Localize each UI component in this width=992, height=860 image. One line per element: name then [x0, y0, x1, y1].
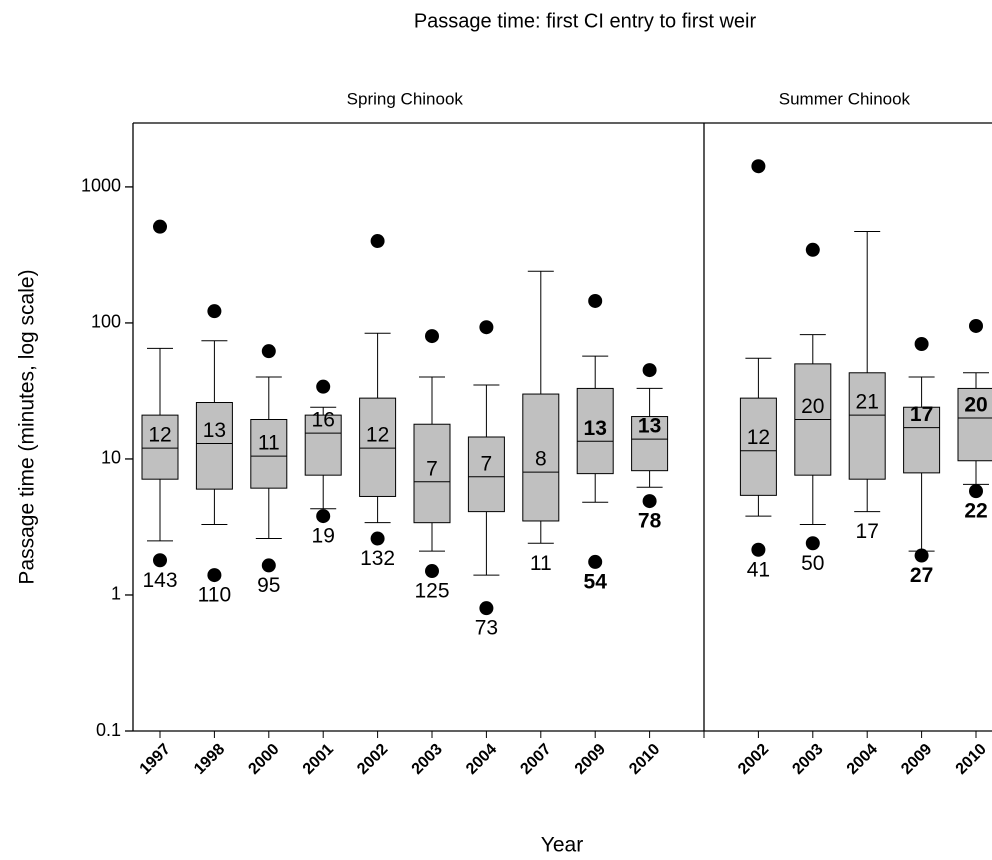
x-tick-label: 2007	[517, 741, 554, 778]
outlier	[751, 159, 766, 174]
outlier	[588, 293, 603, 308]
x-tick-label: 2003	[409, 741, 446, 778]
median-label: 8	[535, 448, 547, 471]
outlier	[479, 601, 494, 616]
x-tick-label: 2009	[572, 741, 609, 778]
x-tick-label: 2002	[735, 741, 772, 778]
outlier	[642, 363, 657, 378]
x-tick-label: 1998	[191, 741, 228, 778]
x-tick-label: 2004	[463, 741, 500, 778]
outlier	[479, 320, 494, 335]
x-tick-label: 2003	[789, 741, 826, 778]
outlier	[370, 234, 385, 249]
outlier	[805, 242, 820, 257]
panel-title: Summer Chinook	[779, 89, 911, 108]
x-tick-label: 2002	[354, 741, 391, 778]
panel-title: Spring Chinook	[347, 89, 464, 108]
box	[631, 416, 669, 472]
outlier	[588, 554, 603, 569]
x-tick-label: 2001	[300, 741, 337, 778]
outlier	[914, 548, 929, 563]
box	[467, 436, 505, 513]
n-label: 17	[856, 520, 879, 543]
median-label: 13	[584, 417, 607, 440]
outlier	[370, 531, 385, 546]
n-label: 73	[475, 617, 498, 640]
x-tick-label: 1997	[137, 741, 174, 778]
outlier	[207, 568, 222, 583]
median-label: 13	[638, 415, 661, 438]
outlier	[316, 509, 331, 524]
chart-title: Passage time: first CI entry to first we…	[414, 10, 757, 32]
outlier	[425, 564, 439, 579]
n-label: 143	[142, 569, 177, 592]
median-label: 7	[426, 457, 438, 480]
n-label: 132	[360, 547, 395, 570]
box	[522, 393, 560, 522]
y-axis-label: Passage time (minutes, log scale)	[16, 269, 39, 584]
median-label: 12	[747, 426, 770, 449]
outlier	[969, 318, 983, 333]
outlier	[153, 553, 167, 568]
n-label: 95	[257, 574, 280, 597]
box	[957, 387, 992, 462]
box	[250, 419, 288, 489]
n-label: 22	[964, 500, 987, 523]
y-tick-label: 100	[91, 312, 121, 332]
x-tick-label: 2000	[245, 741, 282, 778]
median-label: 21	[856, 391, 879, 414]
median-label: 12	[148, 424, 171, 447]
n-label: 19	[312, 525, 335, 548]
outlier	[261, 344, 276, 359]
median-label: 12	[366, 424, 389, 447]
median-label: 20	[801, 395, 824, 418]
median-label: 16	[312, 409, 335, 432]
median-label: 7	[481, 452, 493, 475]
y-tick-label: 0.1	[96, 720, 121, 740]
outlier	[207, 304, 222, 319]
n-label: 125	[414, 580, 449, 603]
outlier	[642, 494, 657, 509]
box	[576, 387, 614, 475]
box	[903, 406, 941, 474]
box	[848, 372, 886, 480]
x-tick-label: 2004	[844, 741, 881, 778]
box	[304, 414, 342, 476]
median-label: 13	[203, 419, 226, 442]
box	[359, 397, 397, 497]
box	[739, 397, 777, 496]
n-label: 11	[530, 552, 552, 575]
n-label: 50	[801, 552, 824, 575]
outlier	[261, 558, 276, 573]
n-label: 54	[584, 570, 608, 593]
y-tick-label: 10	[101, 448, 121, 468]
outlier	[153, 219, 167, 234]
x-tick-label: 2010	[626, 741, 663, 778]
x-tick-label: 2010	[953, 741, 990, 778]
outlier	[969, 484, 983, 499]
outlier	[805, 536, 820, 551]
x-tick-label: 2009	[898, 741, 935, 778]
median-label: 20	[964, 394, 987, 417]
median-label: 17	[910, 403, 933, 426]
n-label: 78	[638, 510, 662, 533]
n-label: 41	[747, 558, 770, 581]
median-label: 11	[258, 432, 280, 455]
y-tick-label: 1	[111, 584, 121, 604]
box	[195, 402, 233, 490]
y-tick-label: 1000	[81, 176, 121, 196]
n-label: 110	[198, 584, 231, 607]
box	[141, 414, 179, 480]
outlier	[425, 329, 439, 344]
outlier	[914, 337, 929, 352]
outlier	[751, 542, 766, 557]
x-axis-label: Year	[541, 834, 583, 857]
outlier	[316, 379, 331, 394]
box	[413, 423, 451, 524]
n-label: 27	[910, 564, 933, 587]
